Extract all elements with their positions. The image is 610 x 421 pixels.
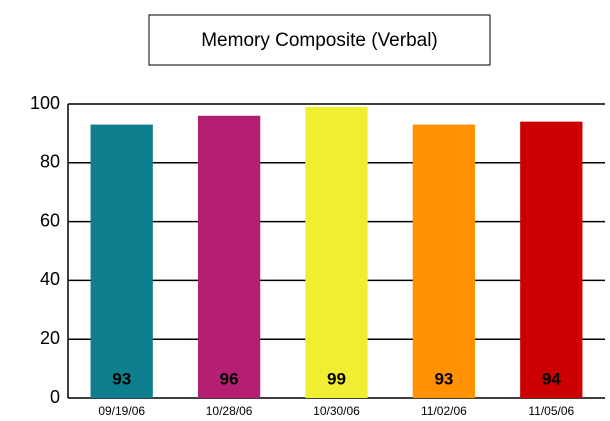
x-tick-label: 09/19/06 — [98, 404, 145, 418]
x-tick-label: 11/05/06 — [528, 404, 574, 418]
bar — [305, 106, 368, 398]
data-label: 93 — [434, 369, 453, 388]
data-label: 99 — [327, 369, 346, 388]
chart-title: Memory Composite (Verbal) — [201, 30, 438, 51]
data-label: 93 — [112, 369, 131, 388]
bar — [412, 124, 476, 398]
bar — [90, 124, 153, 398]
x-tick-label: 10/30/06 — [313, 404, 360, 418]
x-tick-label: 10/28/06 — [206, 404, 253, 418]
bar — [197, 115, 261, 398]
y-tick-label: 100 — [30, 93, 60, 113]
data-label: 94 — [542, 369, 561, 388]
y-tick-label: 40 — [40, 269, 60, 289]
x-tick-label: 11/02/06 — [421, 404, 467, 418]
title-box — [148, 14, 491, 66]
y-tick-label: 20 — [40, 328, 60, 348]
data-label: 96 — [220, 369, 239, 388]
bar — [520, 121, 583, 398]
y-tick-label: 80 — [40, 152, 60, 172]
y-tick-label: 60 — [40, 210, 60, 230]
y-tick-label: 0 — [50, 387, 60, 407]
